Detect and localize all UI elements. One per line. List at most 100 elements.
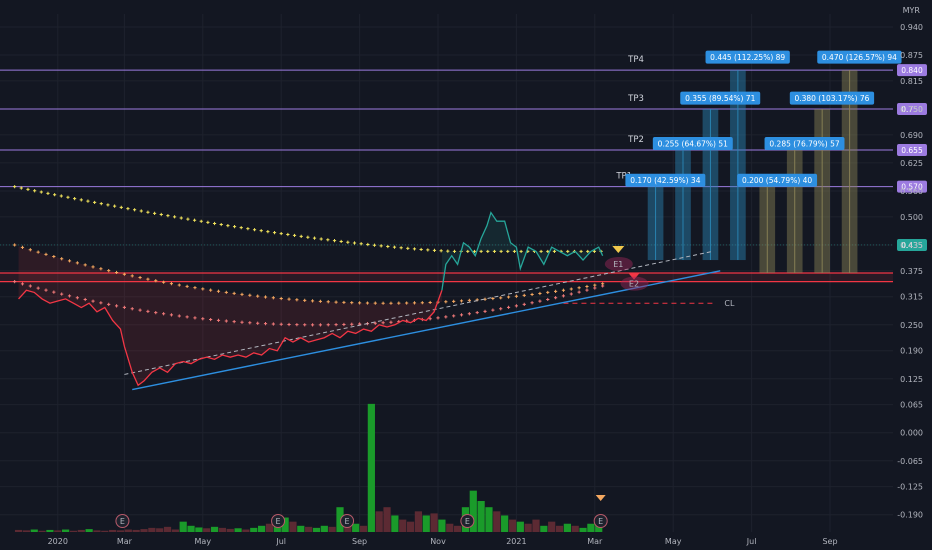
yellow-ma-point [546,249,550,254]
red-ma-point [248,321,252,325]
red-ma-point [240,320,244,324]
markers-group: E1 E2 [604,246,649,291]
yellow-ma-point [59,194,63,198]
orange-ma-point [318,299,322,303]
volume-bar [359,525,368,532]
red-ma-point [350,322,354,326]
orange-ma-point [506,295,511,299]
yellow-ma-point [79,198,83,202]
red-ma-point [475,310,479,315]
target-box-label: 0.285 (76.79%) 57 [769,140,839,149]
target-levels-group: TP4 0.840 TP3 0.750 TP2 0.655 TP1 0.570 CL 0.435 [0,55,927,308]
red-ma-point [201,317,205,321]
y-tick-label: 0.000 [900,429,923,438]
yellow-ma-point [146,210,150,214]
target-box [625,173,706,187]
price-tag [897,64,927,77]
yellow-ma-point [99,202,103,206]
yellow-ma-point [326,238,330,242]
red-ma-point [467,312,471,316]
orange-ma-point [13,243,17,247]
earnings-marker-label: E [598,517,603,526]
volume-bar [156,528,164,532]
target-level-label: TP1 [615,172,632,182]
volume-bar [179,521,187,532]
yellow-ma-point [192,218,197,222]
y-tick-label: 0.190 [900,347,923,356]
orange-ma-point [107,269,111,273]
orange-ma-point [577,286,581,290]
orange-ma-point [44,252,48,256]
yellow-ma-point [352,241,357,245]
volume-bar [399,519,407,532]
volume-bar [265,523,274,532]
red-ma-point [99,301,103,305]
orange-ma-point [538,291,542,296]
yellow-ma-point [26,187,30,191]
target-box-label: 0.380 (103.17%) 76 [794,94,869,103]
trend-lines-group [124,250,721,391]
red-ma-point [162,312,166,316]
red-ma-point [514,304,518,308]
target-box [652,137,733,150]
orange-ma-point [28,248,32,252]
volume-bar [203,528,211,532]
red-ma-point [428,317,432,321]
area-fill-group [18,212,603,386]
red-ma-point [52,290,56,294]
x-tick-label: May [665,537,682,546]
red-ma-point [585,288,589,292]
y-tick-label: 0.875 [900,51,923,60]
dashed-trend-line [124,250,713,375]
y-axis: MYR 0.9400.8750.8150.7500.6900.6250.5600… [897,6,923,520]
orange-ma-point [459,299,464,303]
earnings-marker [271,514,286,528]
target-box-label: 0.200 (54.79%) 40 [742,176,812,185]
volume-bar [469,490,477,532]
yellow-ma-point [552,249,557,254]
yellow-ma-point [73,196,77,201]
red-ma-point [318,323,322,327]
orange-ma-point [185,284,189,288]
volume-bar [218,527,226,532]
target-box-label: 0.470 (126.57%) 94 [822,53,897,62]
red-ma-point [224,319,228,323]
yellow-ma-point [252,228,257,232]
entry-marker-triangle [628,272,640,280]
red-ma-point [75,296,79,300]
orange-ma-point [358,301,362,305]
volume-bar [406,521,415,532]
red-ma-point [310,323,315,327]
yellow-ma-point [439,249,443,253]
orange-ma-point [428,300,432,305]
y-tick-label: 0.625 [900,159,923,168]
yellow-ma-point [432,248,437,252]
volume-bar [163,526,172,532]
yellow-ma-point [86,199,90,203]
orange-ma-point [52,254,56,259]
volume-bar [430,513,438,532]
volume-bar [532,519,540,532]
orange-ma-point [334,300,338,304]
earnings-marker [340,514,355,528]
yellow-ma-point [266,230,270,234]
volume-bar [438,519,446,532]
orange-ma-point [91,265,95,269]
orange-ma-point [530,292,534,297]
volume-bar [109,529,117,532]
volume-bar [383,507,391,532]
orange-ma-point [569,287,573,291]
volume-bar [281,517,289,532]
orange-ma-point [209,288,213,292]
yellow-ma-point [406,246,410,250]
earnings-marker-label: E [465,517,470,526]
volume-bar [62,529,70,532]
volume-bar [516,521,524,532]
y-tick-label: 0.815 [900,77,923,86]
target-box [817,50,902,64]
target-box [737,173,818,187]
red-ma-point [593,286,597,290]
price-tag [897,102,927,115]
orange-ma-point [420,301,424,305]
